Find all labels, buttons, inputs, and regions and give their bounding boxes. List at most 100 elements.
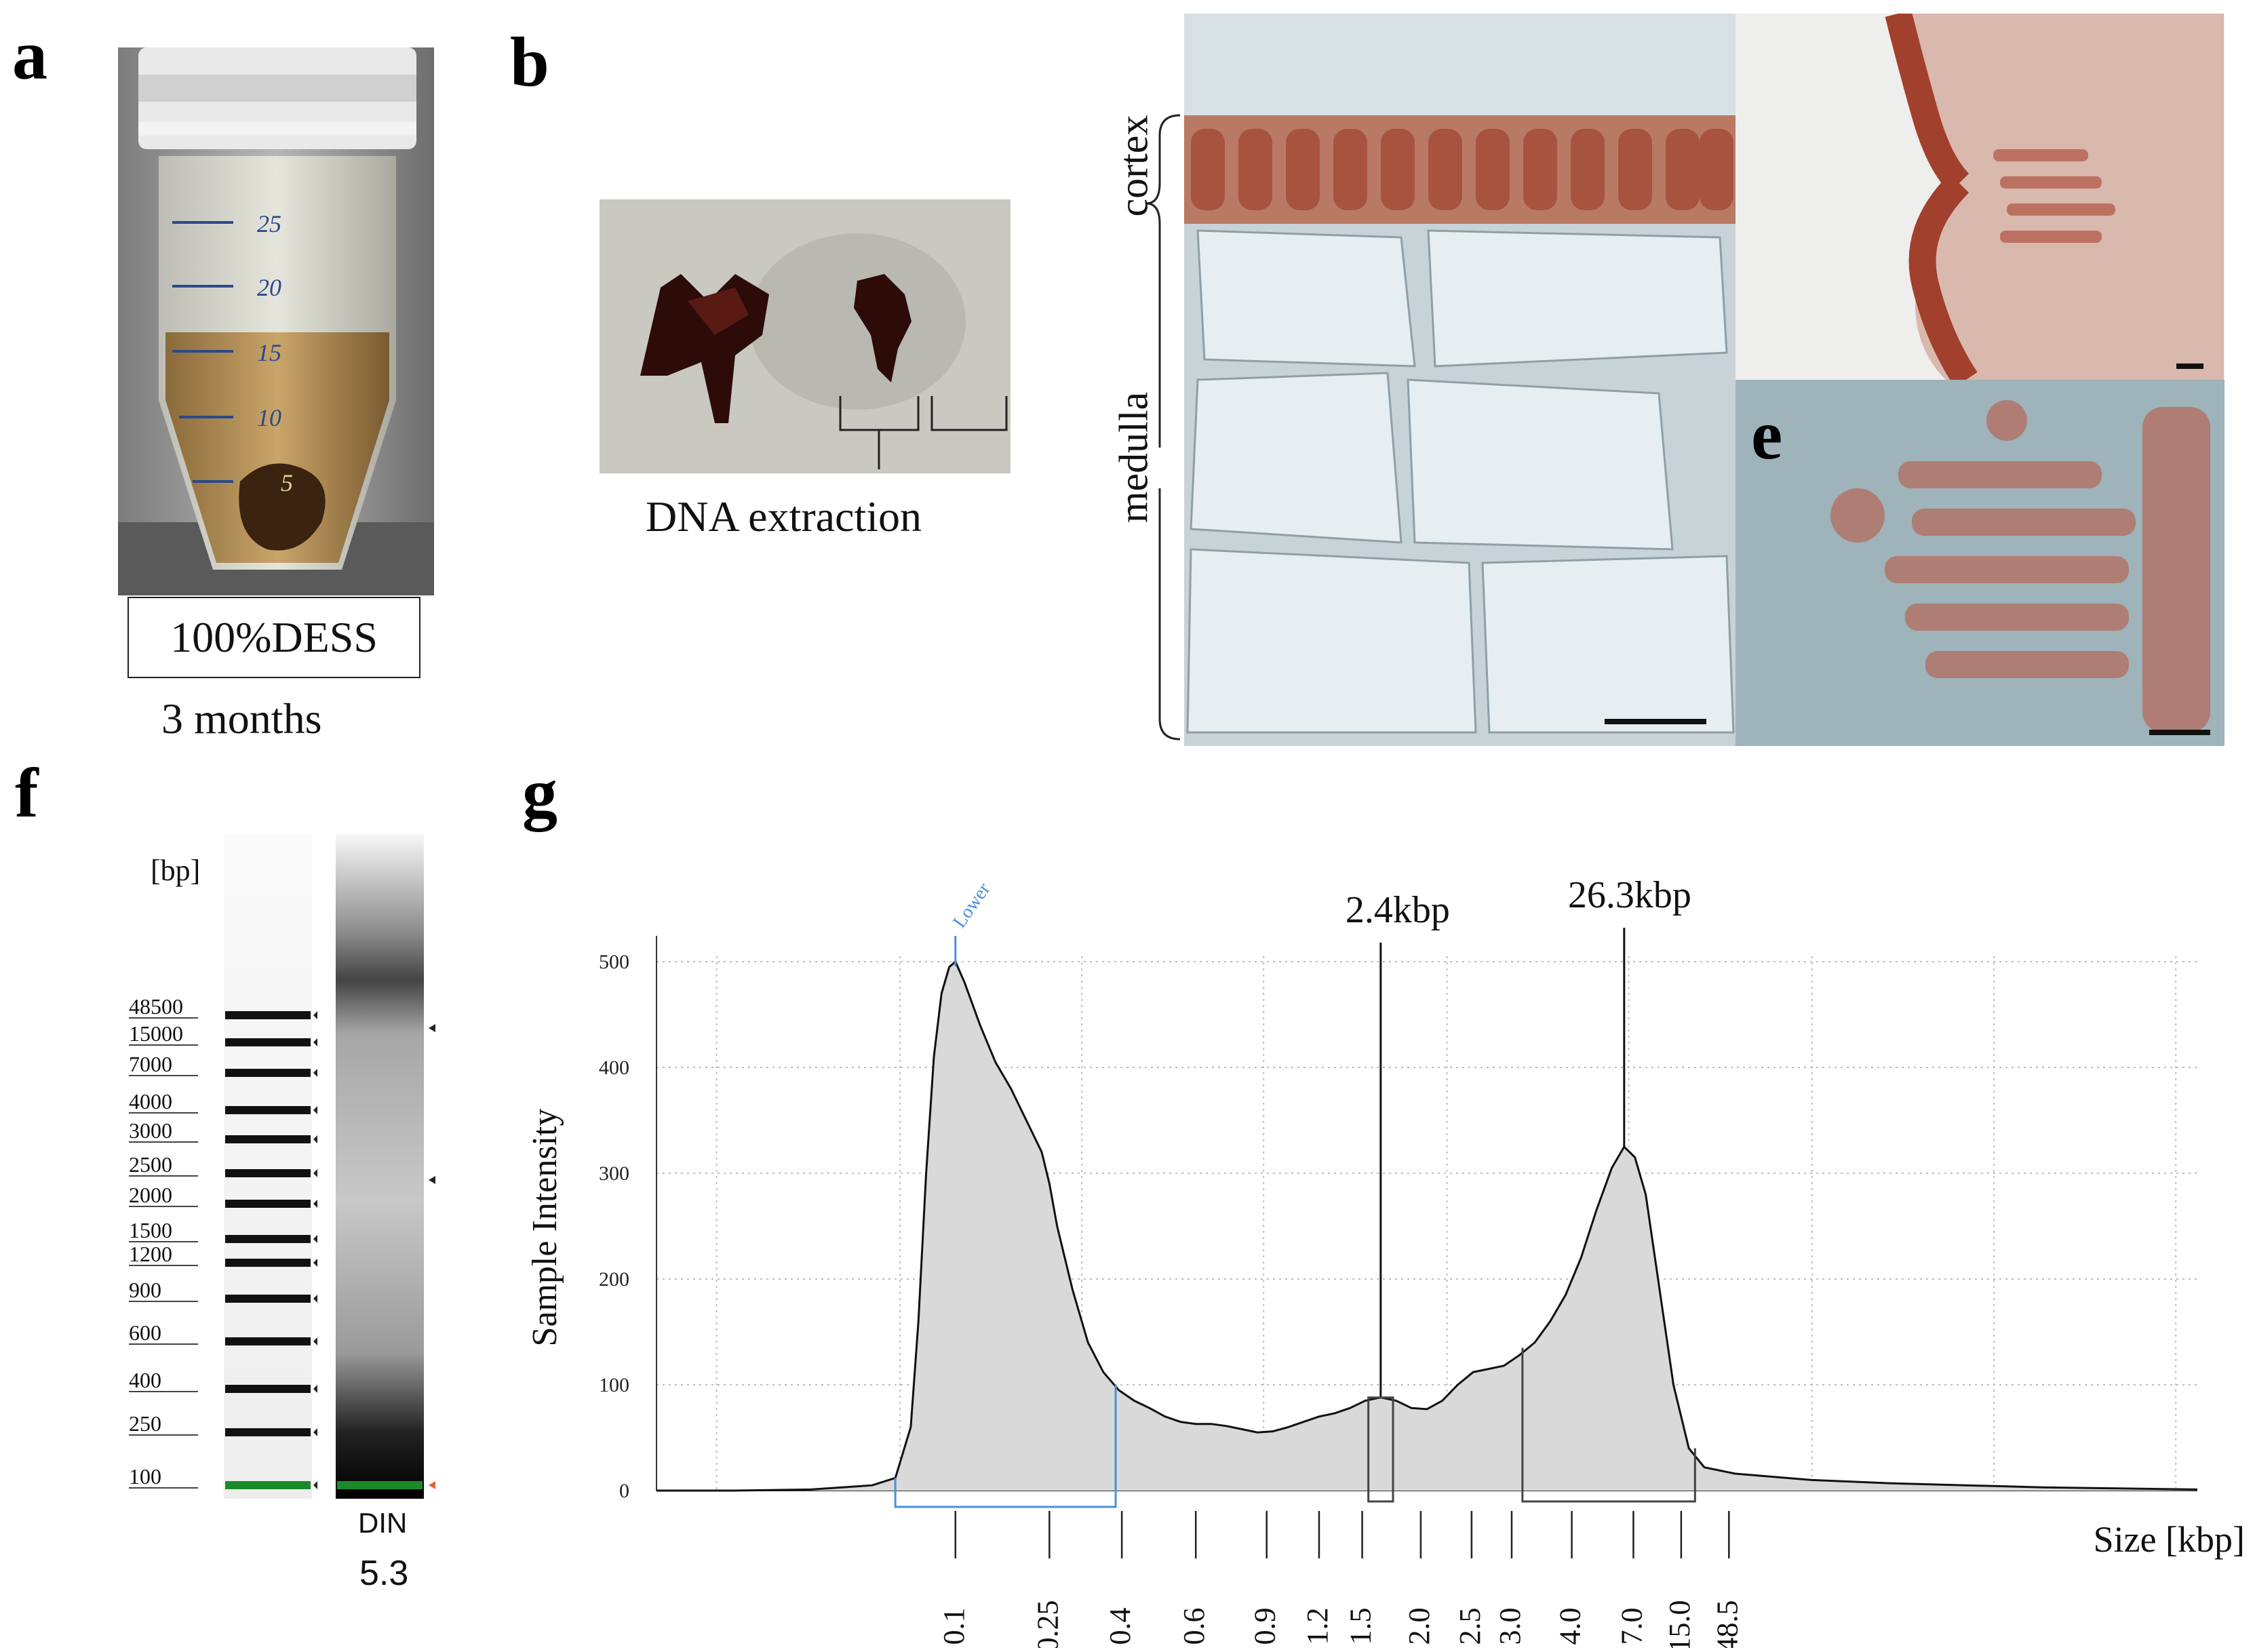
- ladder-band: [225, 1235, 311, 1243]
- y-axis-label: Sample Intensity: [526, 1109, 564, 1347]
- ladder-marker: [313, 1295, 317, 1303]
- y-tick-label: 200: [599, 1268, 629, 1291]
- x-tick-label: 0.9: [1249, 1608, 1282, 1645]
- tube-mark: 5: [281, 469, 293, 496]
- sample-marker: [429, 1481, 435, 1489]
- ladder-label: 2500: [129, 1152, 172, 1177]
- duration-label: 3 months: [161, 694, 322, 743]
- ladder-band: [225, 1169, 311, 1177]
- cortex-label: cortex: [1111, 115, 1156, 217]
- tube-photo: 25 20 15 10 5: [118, 47, 434, 595]
- ladder-label: 4000: [129, 1089, 172, 1114]
- ladder-band: [225, 1038, 311, 1046]
- ladder-band: [225, 1106, 311, 1114]
- y-tick-label: 300: [599, 1162, 629, 1185]
- ladder-lane: [224, 834, 312, 1499]
- dess-label-box: 100%DESS: [128, 597, 420, 678]
- ladder-marker: [313, 1200, 317, 1208]
- gel-unit: [bp]: [151, 854, 201, 887]
- x-axis-label: Size [kbp]: [2094, 1519, 2245, 1560]
- ladder-band: [225, 1135, 311, 1143]
- ladder-marker: [313, 1169, 317, 1177]
- x-tick-label: 0.1: [937, 1608, 970, 1645]
- x-tick-label: 3.0: [1493, 1608, 1527, 1645]
- x-tick-label: 0.25: [1031, 1600, 1064, 1649]
- panel-letter-a: a: [12, 16, 47, 94]
- lower-marker-label: Lower: [949, 879, 995, 932]
- tube-mark: 20: [257, 274, 281, 301]
- dess-label: 100%DESS: [170, 613, 378, 661]
- x-tick-label: 2.5: [1453, 1608, 1487, 1645]
- ladder-label: 250: [129, 1411, 161, 1436]
- panel-letter-f: f: [15, 754, 39, 832]
- ladder-marker: [313, 1011, 317, 1019]
- sample-marker: [429, 1176, 435, 1184]
- ladder-band: [225, 1385, 311, 1393]
- ladder-label: 15000: [129, 1021, 183, 1046]
- ladder-label: 7000: [129, 1052, 172, 1076]
- x-tick-label: 0.6: [1177, 1608, 1211, 1645]
- micrograph-d: [1736, 14, 2224, 380]
- ladder-band: [225, 1259, 311, 1267]
- ladder-marker: [313, 1481, 317, 1489]
- ladder-marker: [313, 1259, 317, 1267]
- ladder-marker: [313, 1106, 317, 1114]
- intensity-line: [656, 960, 2198, 1492]
- peak-box: [1521, 1348, 1696, 1503]
- ladder-band: [225, 1069, 311, 1077]
- dna-extraction-label: DNA extraction: [646, 492, 922, 540]
- medulla-label: medulla: [1111, 391, 1156, 524]
- micrograph-e: [1736, 380, 2224, 746]
- ladder-marker: [313, 1135, 317, 1143]
- tube-mark: 15: [257, 339, 281, 366]
- ladder-label: 1200: [129, 1242, 172, 1266]
- ladder-label: 900: [129, 1278, 161, 1302]
- ladder-label: 2000: [129, 1183, 172, 1207]
- cortex-micrograph: [1184, 14, 1736, 746]
- tube-mark: 10: [257, 404, 281, 431]
- x-tick-label: 1.5: [1344, 1608, 1377, 1645]
- ladder-band: [225, 1011, 311, 1019]
- ladder-label: 1500: [129, 1218, 172, 1242]
- x-tick-label: 2.0: [1403, 1608, 1436, 1645]
- ladder-band: [225, 1428, 311, 1436]
- sample-lane: [336, 834, 424, 1499]
- x-tick-label: 48.5: [1710, 1600, 1744, 1649]
- y-tick-label: 100: [599, 1374, 629, 1396]
- x-tick-label: 15.0: [1663, 1600, 1696, 1649]
- tube-mark: 25: [257, 210, 281, 237]
- y-tick-label: 400: [599, 1057, 629, 1079]
- ladder-label: 600: [129, 1320, 161, 1345]
- ladder-label: 400: [129, 1368, 161, 1392]
- panel-letter-b: b: [510, 23, 549, 101]
- ladder-label: 100: [129, 1464, 161, 1489]
- panel-letter-e: e: [1751, 396, 1783, 474]
- ladder-marker: [313, 1428, 317, 1436]
- y-tick-label: 0: [619, 1480, 629, 1502]
- x-tick-label: 1.2: [1301, 1608, 1334, 1645]
- ladder-band: [225, 1200, 311, 1208]
- ladder-band: [225, 1337, 311, 1345]
- ladder-band: [225, 1295, 311, 1303]
- ladder-marker: [313, 1038, 317, 1046]
- x-tick-label: 0.4: [1103, 1608, 1137, 1645]
- intensity-area: [656, 962, 2197, 1491]
- din-label: DIN: [358, 1507, 408, 1539]
- peak-label: 26.3kbp: [1568, 874, 1691, 916]
- x-tick-label: 4.0: [1554, 1608, 1587, 1645]
- sample-marker: [429, 1024, 435, 1032]
- lower-region-bracket: [894, 1385, 1117, 1508]
- peak-box: [1367, 1396, 1394, 1503]
- din-value: 5.3: [359, 1554, 409, 1593]
- ladder-label: 48500: [129, 994, 183, 1019]
- x-tick-label: 7.0: [1615, 1608, 1648, 1645]
- ladder-label: 3000: [129, 1118, 172, 1143]
- ladder-marker: [313, 1235, 317, 1243]
- ladder-marker: [313, 1069, 317, 1077]
- panel-letter-g: g: [522, 754, 557, 832]
- sample-green-band: [337, 1481, 423, 1489]
- ladder-marker: [313, 1385, 317, 1393]
- region-bracket: [1145, 114, 1181, 741]
- ladder-marker: [313, 1337, 317, 1345]
